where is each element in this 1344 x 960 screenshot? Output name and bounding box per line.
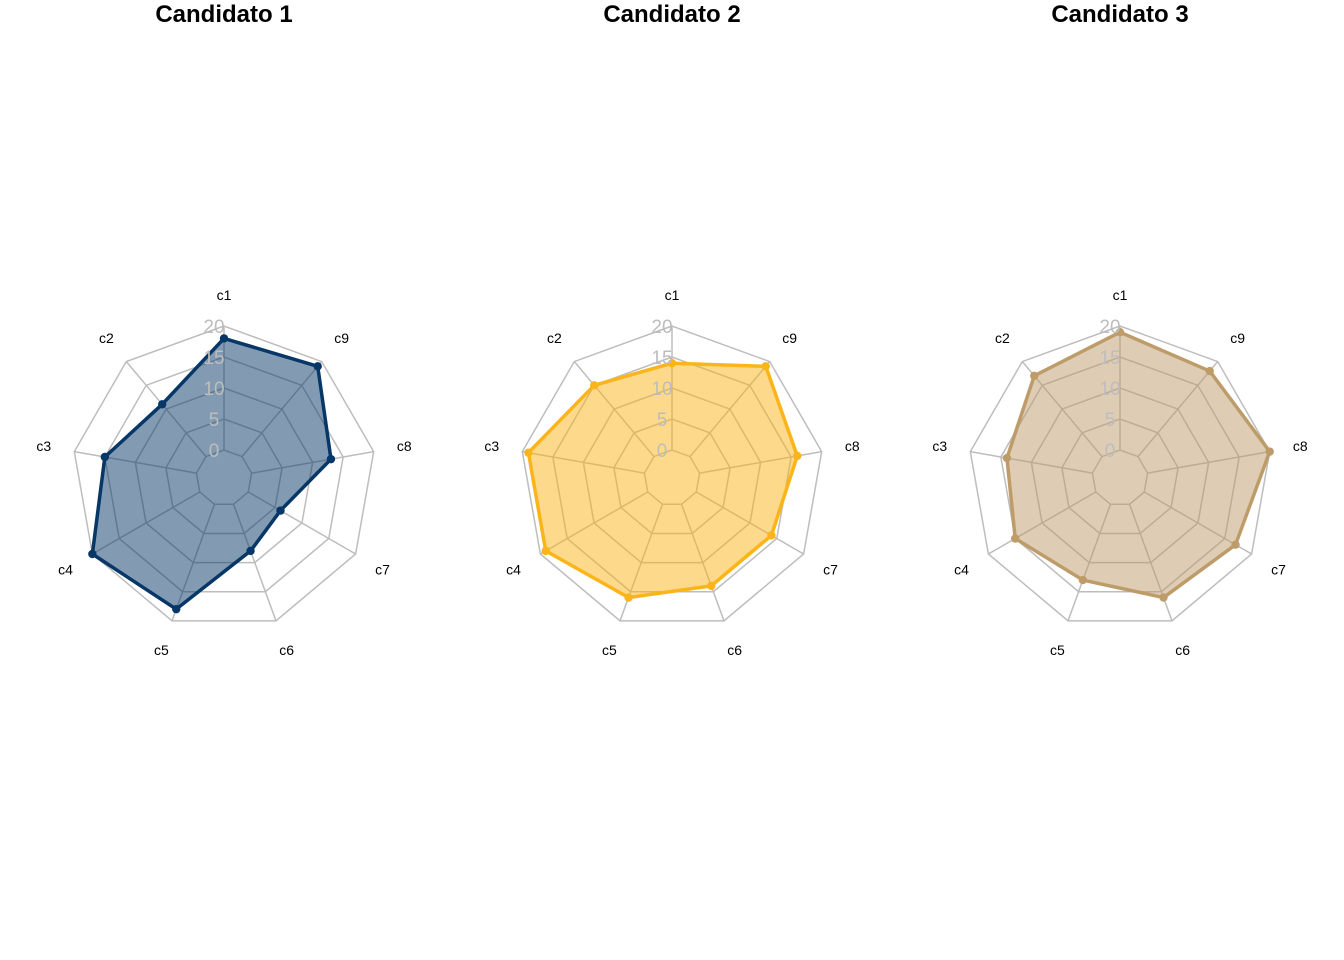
data-point-c5 [1078, 575, 1088, 585]
chart-title: Candidato 1 [155, 1, 292, 28]
data-point-c7 [276, 506, 285, 515]
tick-label: 10 [651, 379, 672, 400]
radar-chart-2: Candidato 2 0 5 10 15 20 c1 c2 c3 c4 c5 c6 c7 c8 c9 [484, 1, 859, 658]
grid-ring [969, 325, 1271, 622]
data-point-c2 [1030, 371, 1039, 381]
axis-label-c4: c4 [954, 562, 969, 578]
data-point-c3 [100, 452, 110, 462]
data-point-c4 [541, 546, 550, 556]
tick-label: 15 [1099, 348, 1120, 369]
tick-label: 10 [1099, 379, 1120, 400]
data-point-c6 [1159, 593, 1168, 602]
axis-label-c5: c5 [154, 642, 169, 658]
data-point-c2 [157, 400, 167, 409]
data-point-c9 [313, 362, 322, 371]
grid-ring [521, 325, 823, 622]
radar-chart-1: Candidato 1 0 5 10 15 20 c1 c2 c3 c4 c5 c6 c7 c8 c9 [36, 1, 411, 658]
tick-label: 0 [1105, 441, 1116, 462]
data-point-c4 [88, 549, 97, 559]
axis-label-c3: c3 [932, 438, 947, 454]
axis-label-c5: c5 [602, 642, 617, 658]
radar-chart-3: Candidato 3 0 5 10 15 20 c1 c2 c3 c4 c5 c6 c7 c8 c9 [932, 1, 1307, 658]
axis-label-c9: c9 [1230, 330, 1245, 346]
axis-label-c1: c1 [665, 287, 680, 303]
data-point-c7 [1231, 540, 1240, 549]
tick-label: 20 [651, 317, 672, 338]
data-point-c7 [767, 531, 776, 540]
tick-label: 0 [209, 441, 220, 462]
axis-label-c6: c6 [279, 642, 294, 658]
tick-label: 5 [1105, 410, 1116, 431]
data-point-c6 [246, 546, 255, 556]
data-point-c9 [761, 362, 770, 371]
data-point-c4 [1011, 534, 1020, 543]
tick-label: 5 [657, 410, 668, 431]
data-point-c6 [707, 581, 716, 591]
tick-label: 10 [203, 379, 224, 400]
tick-label: 0 [657, 441, 668, 462]
data-point-c8 [1265, 447, 1274, 456]
data-point-c1 [219, 334, 229, 343]
axis-label-c6: c6 [1175, 642, 1190, 658]
axis-label-c3: c3 [484, 438, 499, 454]
data-point-c3 [1002, 453, 1012, 463]
axis-label-c3: c3 [36, 438, 51, 454]
axis-label-c7: c7 [823, 562, 838, 578]
axis-label-c1: c1 [1113, 287, 1128, 303]
axis-label-c6: c6 [727, 642, 742, 658]
axis-label-c2: c2 [995, 330, 1010, 346]
tick-label: 5 [209, 410, 220, 431]
data-point-c8 [326, 454, 336, 464]
data-point-c8 [793, 451, 802, 461]
data-point-c2 [590, 381, 599, 390]
axis-label-c8: c8 [397, 438, 412, 454]
series-area [90, 336, 333, 611]
axis-label-c2: c2 [99, 330, 114, 346]
chart-title: Candidato 2 [603, 1, 740, 28]
grid-ring [73, 325, 375, 622]
series-area [526, 361, 800, 600]
data-point-c5 [624, 593, 633, 602]
axis-label-c4: c4 [506, 562, 521, 578]
data-point-c5 [172, 604, 181, 614]
data-point-c1 [1115, 328, 1125, 337]
axis-label-c7: c7 [1271, 562, 1286, 578]
axis-label-c5: c5 [1050, 642, 1065, 658]
axis-label-c7: c7 [375, 562, 390, 578]
tick-label: 20 [203, 317, 224, 338]
tick-label: 20 [1099, 317, 1120, 338]
data-point-c3 [524, 448, 533, 457]
data-point-c1 [667, 359, 677, 368]
series-area [1005, 330, 1272, 600]
data-point-c9 [1205, 366, 1214, 376]
axis-label-c9: c9 [782, 330, 797, 346]
axis-label-c1: c1 [217, 287, 232, 303]
chart-title: Candidato 3 [1051, 1, 1188, 28]
axis-label-c8: c8 [1293, 438, 1308, 454]
axis-label-c9: c9 [334, 330, 349, 346]
tick-label: 15 [203, 348, 224, 369]
axis-label-c8: c8 [845, 438, 860, 454]
axis-label-c2: c2 [547, 330, 562, 346]
axis-label-c4: c4 [58, 562, 73, 578]
tick-label: 15 [651, 348, 672, 369]
